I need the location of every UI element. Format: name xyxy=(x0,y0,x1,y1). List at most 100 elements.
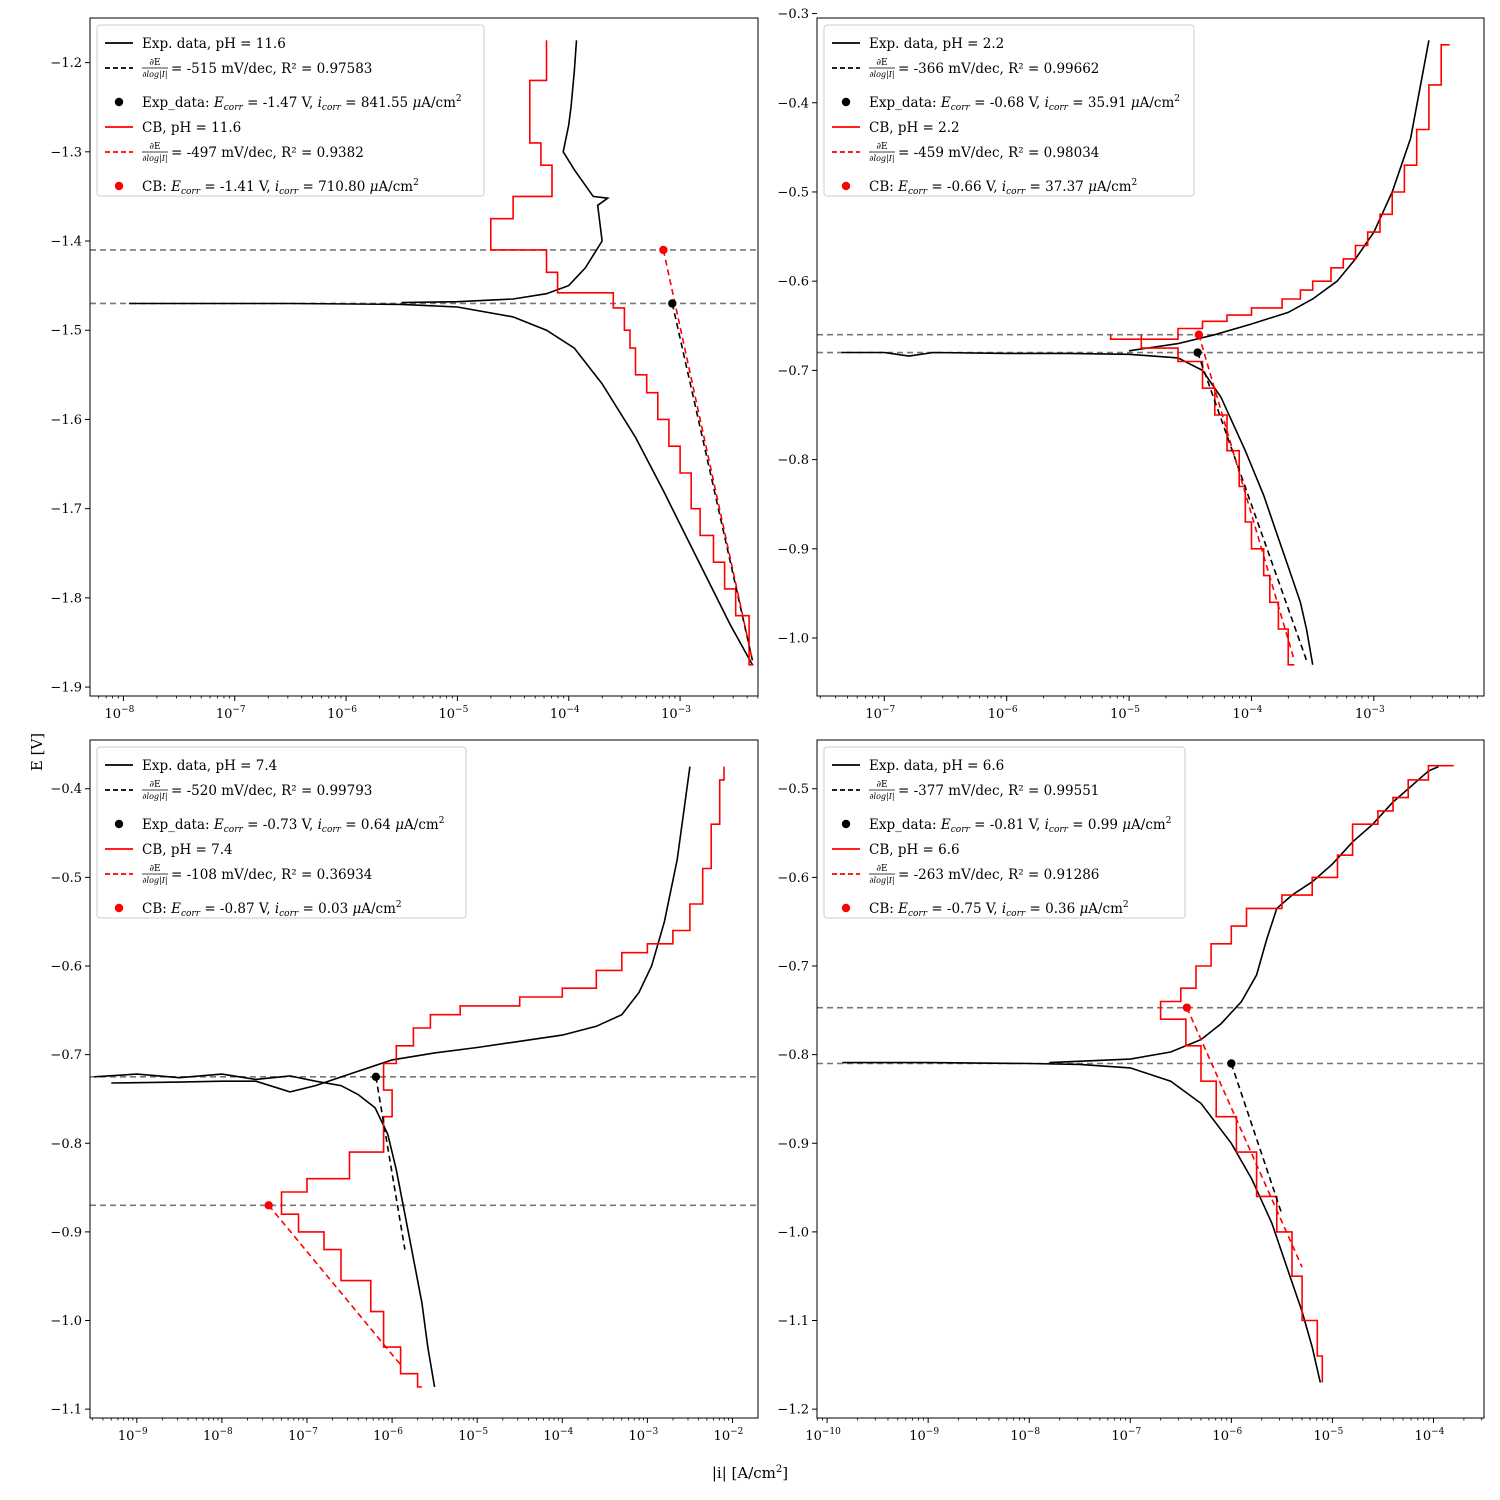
legend-swatch-dot xyxy=(841,181,851,191)
plot-area xyxy=(817,40,1484,666)
legend-swatch-dot xyxy=(841,97,851,107)
series-line-solid xyxy=(111,766,691,1093)
x-tick-label: 10−4 xyxy=(543,1427,573,1444)
svg-text:∂log|I|: ∂log|I| xyxy=(142,70,167,79)
svg-text:∂E: ∂E xyxy=(876,780,887,790)
legend-slope-fraction: ∂E ∂log|I| xyxy=(869,142,895,163)
x-tick-label: 10−7 xyxy=(288,1427,318,1444)
y-tick-label: −1.5 xyxy=(50,324,82,339)
x-axis-label-tail: ] xyxy=(782,1464,788,1482)
x-tick-label: 10−7 xyxy=(865,705,895,722)
x-tick-label: 10−2 xyxy=(714,1427,744,1444)
legend-slope-label: = -520 mV/dec, R² = 0.99793 xyxy=(171,783,372,799)
legend-slope-fraction: ∂E ∂log|I| xyxy=(869,58,895,79)
series-line-dashed xyxy=(1198,334,1296,661)
corrosion-point-marker xyxy=(1194,330,1204,339)
y-tick-label: −1.4 xyxy=(50,235,82,250)
x-tick-label: 10−6 xyxy=(327,705,357,722)
y-tick-label: −0.5 xyxy=(50,871,82,886)
y-tick-label: −1.2 xyxy=(777,1403,809,1418)
x-tick-label: 10−6 xyxy=(988,705,1018,722)
x-tick-label: 10−4 xyxy=(1233,705,1263,722)
legend-slope-label: = -497 mV/dec, R² = 0.9382 xyxy=(171,145,364,161)
series-line-step xyxy=(280,766,725,1388)
legend-slope-label: = -108 mV/dec, R² = 0.36934 xyxy=(171,867,372,883)
legend-swatch-dot xyxy=(114,181,124,191)
legend-frame xyxy=(96,24,485,197)
series-line-dashed xyxy=(1196,352,1308,661)
chart-panel-3: 10−9 10−8 10−7 10−6 10−5 10−4 10−3 10−2 −0.4 −0.5… xyxy=(50,739,759,1444)
series-line-solid xyxy=(842,1061,1322,1383)
y-tick-label: −0.7 xyxy=(777,364,809,379)
series-line-dashed xyxy=(1230,1063,1283,1215)
y-tick-label: −1.3 xyxy=(50,145,82,160)
legend-corrosion-label: Exp_data: Ecorr = -0.81 V, icorr = 0.99 … xyxy=(869,816,1171,835)
chart-panel-2: 10−7 10−6 10−5 10−4 10−3 −0.3 −0.4 −0.5 −0.6 −0.7… xyxy=(777,7,1485,722)
series-line-dashed xyxy=(1186,1007,1303,1268)
y-tick-label: −0.8 xyxy=(50,1137,82,1152)
plot-area xyxy=(817,764,1484,1383)
legend-entry-label: Exp. data, pH = 7.4 xyxy=(142,758,277,774)
y-tick-label: −1.0 xyxy=(50,1314,82,1329)
svg-text:∂log|I|: ∂log|I| xyxy=(142,792,167,801)
legend-corrosion-label: CB: Ecorr = -0.87 V, icorr = 0.03 μA/cm2 xyxy=(142,900,402,919)
y-tick-label: −1.0 xyxy=(777,632,809,647)
x-tick-label: 10−9 xyxy=(118,1427,148,1444)
y-tick-label: −0.5 xyxy=(777,185,809,200)
legend-slope-fraction: ∂E ∂log|I| xyxy=(142,864,168,885)
legend-slope-fraction: ∂E ∂log|I| xyxy=(142,58,168,79)
x-tick-label: 10−8 xyxy=(203,1427,233,1444)
y-tick-label: −0.6 xyxy=(50,960,82,975)
legend-frame xyxy=(96,746,467,919)
x-axis-label-main: |i| [A/cm xyxy=(712,1464,776,1482)
y-tick-label: −1.8 xyxy=(50,591,82,606)
corrosion-point-marker xyxy=(668,299,677,308)
x-tick-label: 10−9 xyxy=(909,1427,939,1444)
corrosion-point-marker xyxy=(1182,1003,1192,1012)
legend-corrosion-label: Exp_data: Ecorr = -0.73 V, icorr = 0.64 … xyxy=(142,816,444,835)
series-line-solid xyxy=(1128,40,1430,352)
y-tick-label: −0.7 xyxy=(50,1048,82,1063)
svg-text:∂log|I|: ∂log|I| xyxy=(142,876,167,885)
legend: Exp. data, pH = 6.6 ∂E ∂log|I| = -377 mV/d… xyxy=(823,746,1186,919)
y-tick-label: −0.7 xyxy=(777,960,809,975)
y-tick-label: −0.6 xyxy=(777,871,809,886)
y-tick-label: −1.1 xyxy=(777,1314,809,1329)
plot-frame xyxy=(816,739,1485,1419)
svg-text:∂E: ∂E xyxy=(149,142,160,152)
y-tick-label: −1.1 xyxy=(50,1403,82,1418)
legend-corrosion-label: CB: Ecorr = -0.66 V, icorr = 37.37 μA/cm… xyxy=(869,178,1137,197)
legend-frame xyxy=(823,746,1186,919)
plot-area xyxy=(90,40,758,666)
svg-text:∂E: ∂E xyxy=(876,142,887,152)
series-line-dashed xyxy=(375,1076,406,1250)
svg-text:∂log|I|: ∂log|I| xyxy=(869,792,894,801)
corrosion-point-marker xyxy=(1227,1059,1236,1068)
corrosion-point-marker xyxy=(1193,348,1202,357)
x-tick-label: 10−3 xyxy=(661,705,691,722)
svg-text:∂E: ∂E xyxy=(149,780,160,790)
x-tick-label: 10−4 xyxy=(550,705,580,722)
legend-entry-label: CB, pH = 7.4 xyxy=(142,842,233,858)
svg-text:∂E: ∂E xyxy=(149,58,160,68)
x-tick-label: 10−5 xyxy=(1110,705,1140,722)
x-tick-label: 10−3 xyxy=(1355,705,1385,722)
x-tick-label: 10−7 xyxy=(216,705,246,722)
x-tick-label: 10−8 xyxy=(1010,1427,1040,1444)
legend-slope-fraction: ∂E ∂log|I| xyxy=(869,864,895,885)
corrosion-point-marker xyxy=(371,1072,381,1081)
series-line-step xyxy=(1140,334,1295,666)
y-tick-label: −1.9 xyxy=(50,681,82,696)
legend-swatch-dot xyxy=(114,97,124,107)
plot-area xyxy=(90,766,758,1388)
legend-corrosion-label: Exp_data: Ecorr = -0.68 V, icorr = 35.91… xyxy=(869,94,1180,113)
x-axis-label: |i| [A/cm2] xyxy=(712,1464,788,1482)
legend-entry-label: Exp. data, pH = 11.6 xyxy=(142,36,286,52)
series-line-solid xyxy=(94,1073,436,1388)
legend-swatch-dot xyxy=(114,819,124,829)
y-axis-label: E [V] xyxy=(28,733,46,771)
y-tick-label: −1.2 xyxy=(50,56,82,71)
x-tick-label: 10−5 xyxy=(438,705,468,722)
y-tick-label: −0.9 xyxy=(50,1225,82,1240)
